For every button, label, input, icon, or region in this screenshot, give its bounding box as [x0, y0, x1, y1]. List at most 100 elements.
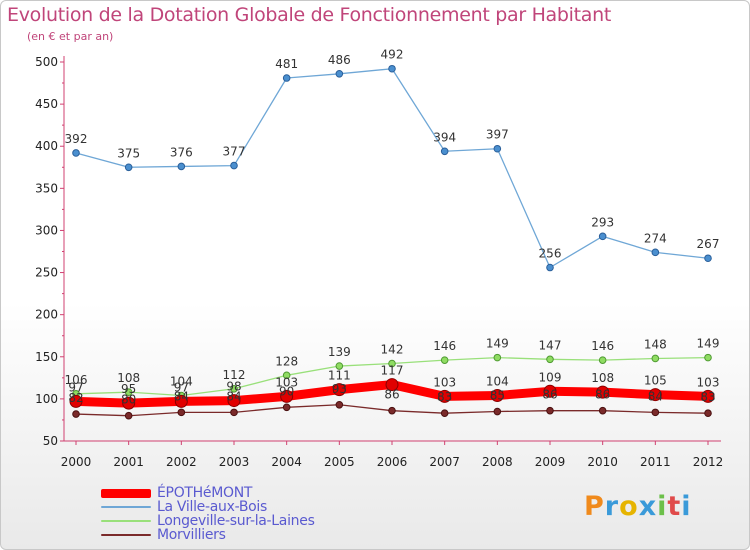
data-point: [490, 389, 504, 403]
data-point: [69, 394, 83, 408]
data-point: [72, 149, 80, 157]
data-point: [388, 406, 396, 415]
data-label: 103: [275, 375, 298, 389]
legend-label: Morvilliers: [157, 527, 226, 543]
data-point: [227, 394, 241, 408]
data-point: [124, 163, 133, 172]
data-label: 375: [117, 146, 140, 160]
line-chart: 50 100 150 200 250 300 350 400 450 500 2000 2001 200…: [35, 48, 723, 469]
logo-letter: o: [619, 491, 639, 522]
data-point: [543, 384, 557, 398]
data-point: [385, 378, 399, 392]
data-point: [440, 409, 449, 418]
data-point: [388, 64, 396, 73]
data-point: [335, 362, 344, 370]
data-label: 142: [381, 343, 404, 357]
data-label: 486: [328, 53, 351, 67]
data-point: [651, 248, 660, 257]
data-label: 376: [170, 145, 193, 159]
data-point: [596, 385, 610, 399]
data-label: 481: [275, 57, 298, 71]
data-label: 397: [486, 128, 509, 142]
data-point: [651, 354, 660, 363]
data-point: [493, 353, 502, 362]
legend-label: Longeville-sur-la-Laines: [157, 513, 315, 529]
data-label: 103: [697, 375, 720, 389]
data-point: [648, 388, 662, 402]
data-label: 86: [595, 388, 610, 402]
data-label: 95: [121, 382, 136, 396]
data-point: [177, 408, 186, 417]
data-point: [124, 388, 133, 396]
legend-item: La Ville-aux-Bois: [101, 500, 315, 514]
x-tick-label: 2009: [535, 455, 566, 469]
y-tick-label: 150: [35, 350, 58, 364]
data-label: 128: [275, 354, 298, 368]
data-label: 80: [121, 393, 136, 407]
x-tick-label: 2007: [429, 455, 460, 469]
data-point: [282, 74, 291, 82]
data-point: [280, 389, 294, 403]
data-label: 394: [433, 130, 456, 144]
data-point: [335, 69, 344, 78]
data-label: 146: [591, 339, 614, 353]
data-label: 106: [65, 373, 88, 387]
y-tick-label: 300: [35, 223, 58, 237]
y-tick-label: 350: [35, 181, 58, 195]
data-point: [440, 356, 449, 364]
data-label: 149: [697, 337, 720, 351]
data-point: [388, 359, 396, 368]
x-tick-label: 2008: [482, 455, 513, 469]
data-point: [230, 408, 238, 417]
data-point: [546, 355, 554, 364]
data-label: 84: [648, 389, 663, 403]
data-point: [177, 162, 186, 171]
data-point: [546, 263, 554, 272]
data-point: [651, 408, 660, 417]
logo-letter: r: [604, 491, 620, 522]
logo-letter: i: [681, 491, 692, 522]
x-tick-label: 2001: [113, 455, 144, 469]
y-tick-label: 250: [35, 266, 58, 280]
data-point: [493, 407, 502, 416]
data-point: [122, 396, 136, 410]
data-label: 84: [174, 389, 189, 403]
data-label: 108: [591, 371, 614, 385]
legend-swatch: [101, 488, 151, 498]
y-tick-label: 400: [35, 139, 58, 153]
data-label: 103: [433, 375, 456, 389]
data-label: 104: [170, 375, 193, 389]
data-point: [598, 356, 607, 364]
logo-letter: x: [638, 491, 658, 522]
data-label: 86: [542, 388, 557, 402]
legend-item: Longeville-sur-la-Laines: [101, 514, 315, 528]
data-point: [124, 411, 133, 420]
data-label: 146: [433, 339, 456, 353]
logo-letter: i: [657, 491, 668, 522]
data-label: 85: [490, 389, 505, 403]
data-label: 377: [223, 145, 246, 159]
data-label: 293: [591, 215, 614, 229]
data-point: [598, 232, 607, 241]
data-label: 149: [486, 337, 509, 351]
series-line: [75, 68, 709, 269]
data-point: [438, 389, 452, 403]
data-point: [440, 147, 449, 156]
data-label: 97: [174, 380, 189, 394]
x-tick-label: 2010: [587, 455, 618, 469]
data-label: 267: [697, 237, 720, 251]
x-tick-label: 2006: [377, 455, 408, 469]
y-tick-label: 50: [43, 434, 58, 448]
data-point: [704, 353, 712, 362]
data-point: [174, 394, 188, 408]
data-label: 104: [486, 375, 509, 389]
data-point: [546, 406, 554, 415]
x-tick-label: 2011: [640, 455, 671, 469]
legend-item: Morvilliers: [101, 528, 315, 542]
legend-swatch: [101, 520, 151, 522]
chart-legend: ÉPOTHéMONT La Ville-aux-Bois Longeville-su…: [101, 486, 315, 542]
x-tick-label: 2002: [166, 455, 197, 469]
x-tick-label: 2005: [324, 455, 355, 469]
data-label: 83: [437, 390, 452, 404]
legend-label: La Ville-aux-Bois: [157, 499, 267, 515]
